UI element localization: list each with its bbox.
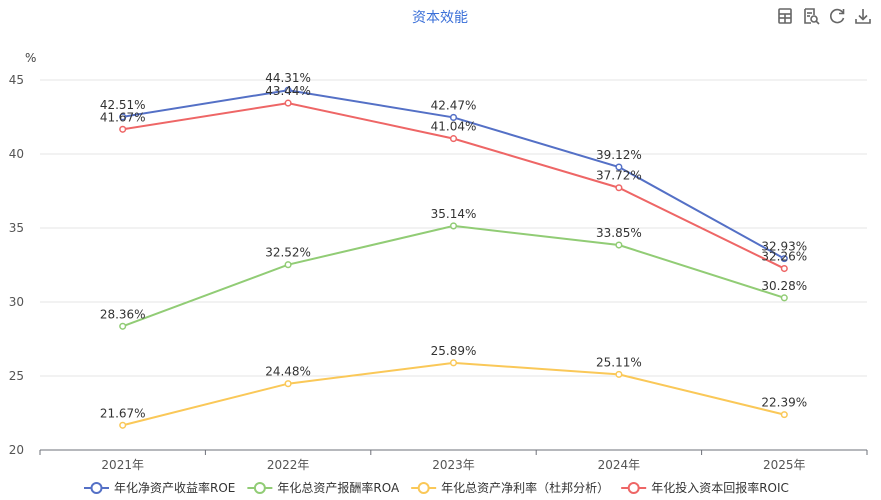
data-label: 42.51%: [100, 98, 146, 112]
series-line-1: [122, 224, 785, 328]
data-label: 35.14%: [431, 207, 477, 221]
data-point[interactable]: [449, 222, 458, 230]
x-tick-label: 2022年: [267, 458, 310, 472]
legend-item-1[interactable]: 年化总资产报酬率ROA: [247, 480, 400, 495]
y-tick-label: 25: [9, 369, 24, 383]
refresh-icon[interactable]: [827, 6, 847, 26]
data-label: 41.67%: [100, 110, 146, 124]
data-label: 30.28%: [761, 279, 807, 293]
data-label: 39.12%: [596, 148, 642, 162]
legend-item-2[interactable]: 年化总资产净利率（杜邦分析）: [411, 480, 609, 495]
table-view-icon[interactable]: [775, 6, 795, 26]
data-label: 42.47%: [431, 98, 477, 112]
legend-item-3[interactable]: 年化投入资本回报率ROIC: [621, 480, 789, 495]
x-tick-label: 2024年: [598, 458, 641, 472]
x-tick-label: 2021年: [101, 458, 144, 472]
data-point[interactable]: [284, 380, 292, 388]
legend-label: 年化总资产报酬率ROA: [277, 480, 400, 495]
data-point[interactable]: [615, 163, 623, 171]
data-point[interactable]: [119, 322, 127, 330]
legend-marker: [417, 482, 430, 494]
y-tick-label: 35: [9, 221, 24, 235]
y-tick-label: 20: [9, 443, 24, 457]
data-point[interactable]: [780, 255, 788, 263]
data-zoom-icon[interactable]: [801, 6, 821, 26]
legend-label: 年化总资产净利率（杜邦分析）: [441, 480, 609, 495]
data-point[interactable]: [615, 241, 623, 249]
y-tick-label: 30: [9, 295, 24, 309]
data-label: 32.93%: [761, 240, 807, 254]
legend-item-0[interactable]: 年化净资产收益率ROE: [84, 480, 235, 495]
axes: 20 25 30 35 40 45 2021年 2022年 2023年 2024年 2025年: [9, 73, 868, 472]
legend-marker: [253, 482, 266, 494]
data-point[interactable]: [284, 261, 292, 269]
data-label: 25.89%: [431, 344, 477, 358]
series-line-2: [122, 361, 785, 427]
chart-toolbar: [775, 6, 873, 26]
data-point[interactable]: [449, 359, 458, 367]
data-point[interactable]: [449, 135, 458, 143]
legend-label: 年化投入资本回报率ROIC: [651, 480, 789, 495]
data-point[interactable]: [119, 113, 127, 121]
data-point[interactable]: [449, 113, 458, 121]
data-label: 33.85%: [596, 226, 642, 240]
legend-marker: [90, 482, 103, 494]
data-point[interactable]: [284, 99, 292, 107]
legend[interactable]: 年化净资产收益率ROE 年化总资产报酬率ROA 年化总资产净利率（杜邦分析） 年化投入…: [84, 480, 789, 495]
data-point[interactable]: [615, 184, 623, 192]
download-icon[interactable]: [853, 6, 873, 26]
data-point[interactable]: [780, 294, 788, 302]
legend-marker: [627, 482, 640, 494]
data-label: 24.48%: [265, 365, 311, 379]
y-axis-unit-label: %: [25, 51, 36, 65]
data-label: 43.44%: [265, 84, 311, 98]
data-point[interactable]: [119, 125, 127, 133]
data-label: 22.39%: [761, 396, 807, 410]
data-label: 25.11%: [596, 355, 642, 369]
x-tick-label: 2023年: [432, 458, 475, 472]
legend-label: 年化净资产收益率ROE: [114, 480, 235, 495]
data-point[interactable]: [615, 370, 623, 378]
data-label: 41.04%: [431, 120, 477, 134]
x-tick-label: 2025年: [763, 458, 806, 472]
data-label: 32.26%: [761, 250, 807, 264]
data-point[interactable]: [780, 265, 788, 273]
data-point[interactable]: [780, 411, 788, 419]
series-lines: [119, 86, 788, 429]
y-tick-label: 45: [9, 73, 24, 87]
data-label: 32.52%: [265, 246, 311, 260]
chart-title: 资本效能: [412, 10, 468, 26]
data-label: 37.72%: [596, 169, 642, 183]
data-label: 44.31%: [265, 71, 311, 85]
data-label: 28.36%: [100, 307, 146, 321]
data-labels: 42.51% 44.31% 42.47% 39.12% 32.93% 28.36% 32.5…: [100, 71, 807, 420]
data-point[interactable]: [119, 421, 127, 429]
y-tick-label: 40: [9, 147, 24, 161]
data-point[interactable]: [284, 86, 292, 94]
data-label: 21.67%: [100, 406, 146, 420]
